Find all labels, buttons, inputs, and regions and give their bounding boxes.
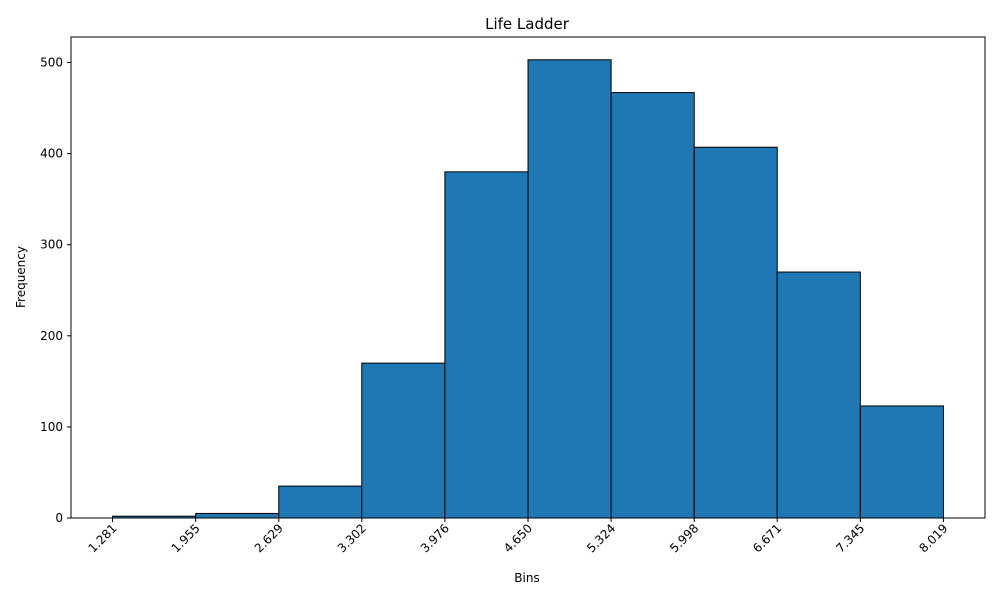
y-tick-label: 400 [40,147,63,161]
histogram-bar [693,146,778,519]
x-axis-label: Bins [514,571,539,585]
y-tick-label: 100 [40,420,63,434]
bars-layer [112,59,944,519]
y-tick-label: 200 [40,329,63,343]
histogram-bar [444,171,529,519]
histogram-bar [195,512,280,519]
y-tick-label: 500 [40,56,63,70]
y-axis-label: Frequency [14,246,28,308]
y-axis-ticks: 0 100 200 300 400 500 [40,56,71,525]
histogram-bar [527,59,612,519]
histogram-bar [278,485,363,519]
histogram-bar [610,92,695,519]
histogram-bar [361,362,446,519]
chart-title: Life Ladder [485,15,570,33]
y-tick-label: 0 [55,511,63,525]
y-tick-label: 300 [40,238,63,252]
histogram-bar [859,405,944,519]
histogram-bar [776,271,861,519]
